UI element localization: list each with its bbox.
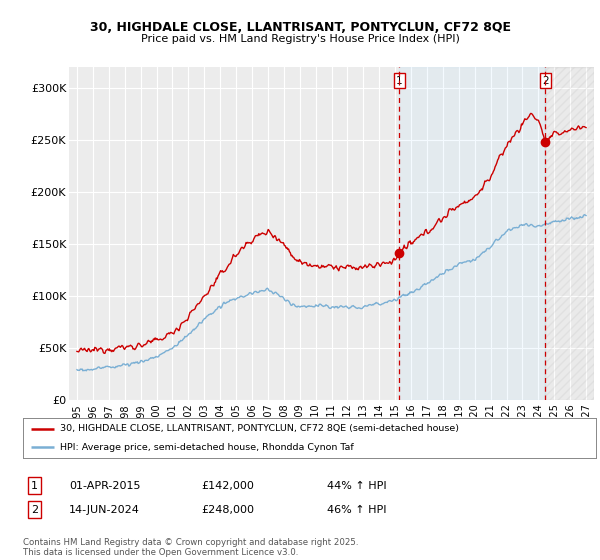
Text: 01-APR-2015: 01-APR-2015 bbox=[69, 480, 140, 491]
Text: 14-JUN-2024: 14-JUN-2024 bbox=[69, 505, 140, 515]
Bar bbox=[399, 67, 545, 400]
Bar bbox=[545, 67, 594, 400]
Text: 46% ↑ HPI: 46% ↑ HPI bbox=[327, 505, 386, 515]
Text: 1: 1 bbox=[31, 480, 38, 491]
Text: 2: 2 bbox=[542, 76, 549, 86]
Text: 2: 2 bbox=[31, 505, 38, 515]
Text: 1: 1 bbox=[396, 76, 403, 86]
Text: Price paid vs. HM Land Registry's House Price Index (HPI): Price paid vs. HM Land Registry's House … bbox=[140, 34, 460, 44]
Text: £142,000: £142,000 bbox=[201, 480, 254, 491]
Text: 44% ↑ HPI: 44% ↑ HPI bbox=[327, 480, 386, 491]
Bar bbox=[545, 67, 594, 400]
Text: HPI: Average price, semi-detached house, Rhondda Cynon Taf: HPI: Average price, semi-detached house,… bbox=[60, 443, 354, 452]
Text: Contains HM Land Registry data © Crown copyright and database right 2025.
This d: Contains HM Land Registry data © Crown c… bbox=[23, 538, 358, 557]
Text: 30, HIGHDALE CLOSE, LLANTRISANT, PONTYCLUN, CF72 8QE (semi-detached house): 30, HIGHDALE CLOSE, LLANTRISANT, PONTYCL… bbox=[60, 424, 459, 433]
Text: 30, HIGHDALE CLOSE, LLANTRISANT, PONTYCLUN, CF72 8QE: 30, HIGHDALE CLOSE, LLANTRISANT, PONTYCL… bbox=[89, 21, 511, 34]
Text: £248,000: £248,000 bbox=[201, 505, 254, 515]
